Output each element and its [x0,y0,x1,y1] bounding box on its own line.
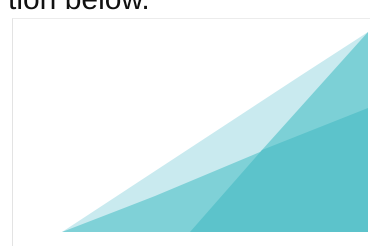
illustration [0,0,373,246]
page: tion below. (() => { const data = JSON.p… [0,0,373,246]
